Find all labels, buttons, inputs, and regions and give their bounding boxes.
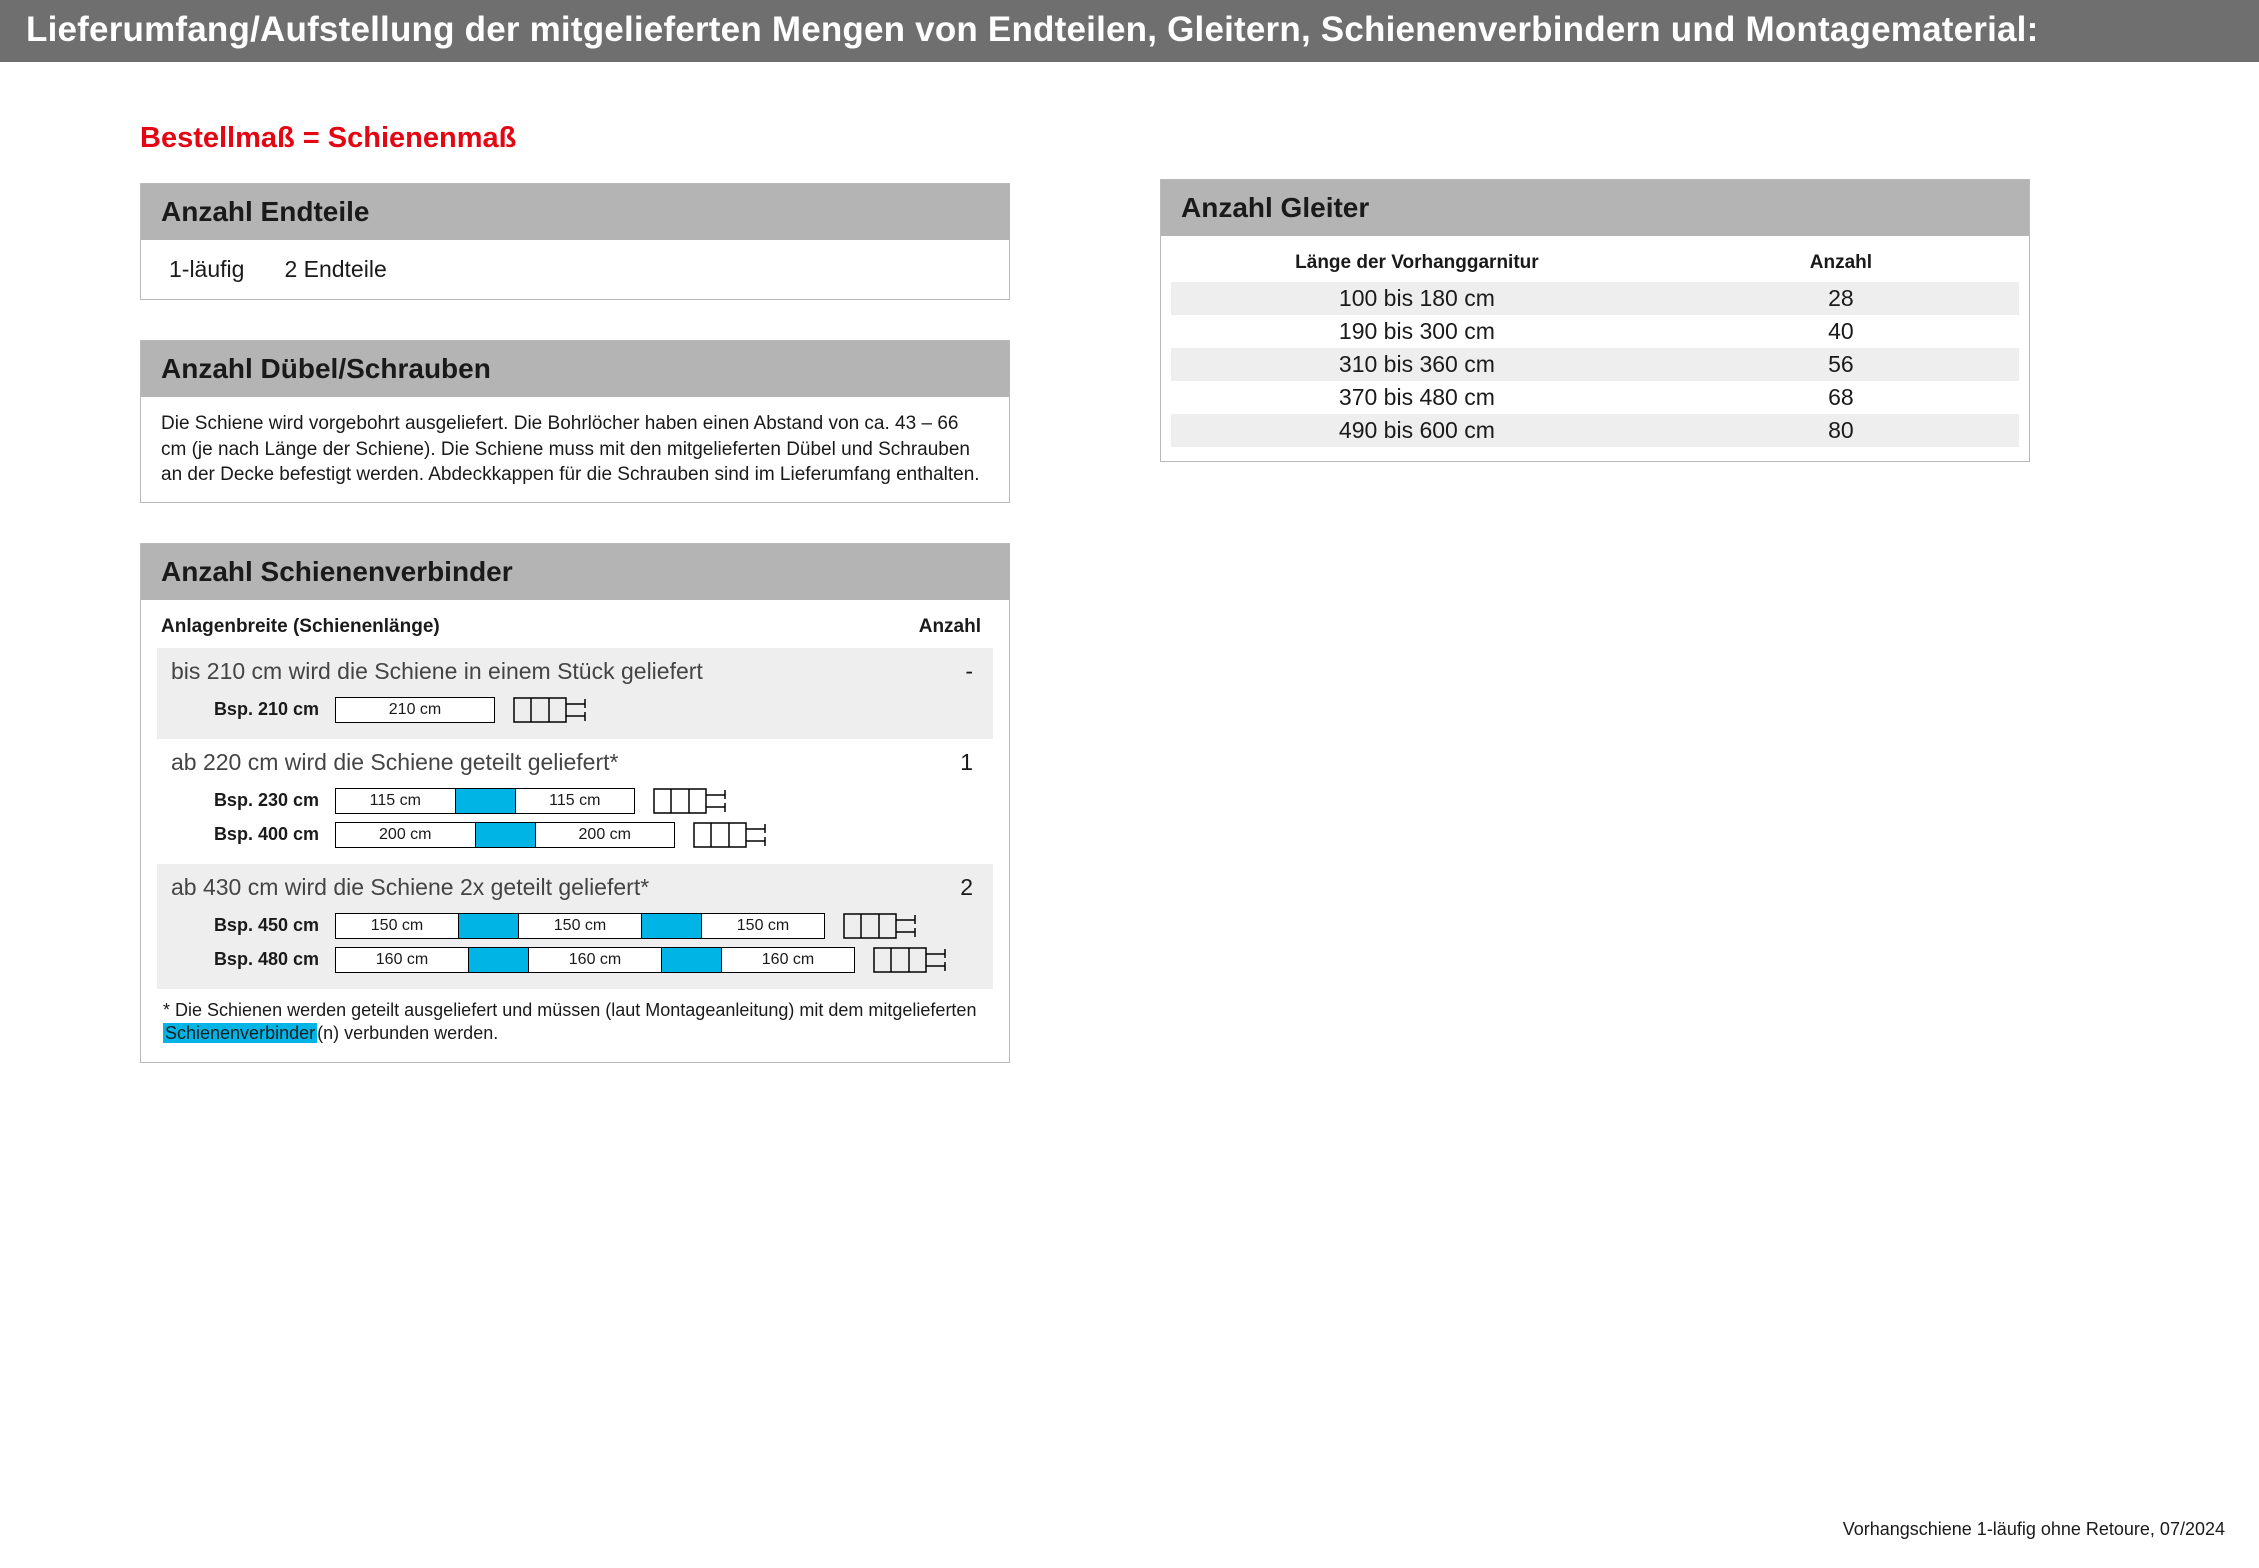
gleiter-len: 490 bis 600 cm [1171, 417, 1663, 444]
page-header: Lieferumfang/Aufstellung der mitgeliefer… [0, 0, 2259, 62]
footnote-pre: * Die Schienen werden geteilt ausgeliefe… [163, 1000, 976, 1020]
rail-segment: 160 cm [336, 948, 469, 972]
section-header-gleiter: Anzahl Gleiter [1161, 180, 2029, 236]
gleiter-n: 40 [1663, 318, 2019, 345]
sv-g1-count: - [919, 658, 979, 685]
sv-group-3: ab 430 cm wird die Schiene 2x geteilt ge… [157, 864, 993, 989]
section-gleiter: Anzahl Gleiter Länge der Vorhanggarnitur… [1160, 179, 2030, 462]
sv-g3-title: ab 430 cm wird die Schiene 2x geteilt ge… [171, 874, 919, 901]
sv-footnote: * Die Schienen werden geteilt ausgeliefe… [157, 989, 993, 1048]
gleiter-table: Länge der Vorhanggarnitur Anzahl 100 bis… [1161, 236, 2029, 461]
endcap-icon [873, 947, 953, 973]
gleiter-len: 100 bis 180 cm [1171, 285, 1663, 312]
duebel-text: Die Schiene wird vorgebohrt ausgeliefert… [141, 397, 1009, 502]
gleiter-n: 56 [1663, 351, 2019, 378]
rail-connector [459, 914, 519, 938]
gleiter-len: 190 bis 300 cm [1171, 318, 1663, 345]
content-area: Bestellmaß = Schienenmaß Anzahl Endteile… [0, 62, 2259, 1103]
sv-g3-r2-label: Bsp. 480 cm [165, 949, 325, 970]
rail-connector [642, 914, 702, 938]
rail-diagram: 200 cm 200 cm [335, 822, 675, 848]
sv-g3-row1: Bsp. 450 cm 150 cm 150 cm 150 cm [165, 909, 985, 943]
sv-group-1: bis 210 cm wird die Schiene in einem Stü… [157, 648, 993, 739]
endcap-icon [653, 788, 733, 814]
table-row: 310 bis 360 cm 56 [1171, 348, 2019, 381]
table-row: 490 bis 600 cm 80 [1171, 414, 2019, 447]
rail-segment: 115 cm [336, 789, 456, 813]
red-title: Bestellmaß = Schienenmaß [140, 122, 1010, 155]
rail-segment: 150 cm [336, 914, 459, 938]
rail-diagram: 150 cm 150 cm 150 cm [335, 913, 825, 939]
rail-connector [456, 789, 516, 813]
sv-g3-row2: Bsp. 480 cm 160 cm 160 cm 160 cm [165, 943, 985, 977]
section-header-duebel: Anzahl Dübel/Schrauben [141, 341, 1009, 397]
rail-segment: 115 cm [516, 789, 635, 813]
endcap-icon [843, 913, 923, 939]
rail-diagram: 115 cm 115 cm [335, 788, 635, 814]
rail-segment: 150 cm [519, 914, 642, 938]
page-footer: Vorhangschiene 1-läufig ohne Retoure, 07… [1843, 1519, 2225, 1540]
gleiter-n: 68 [1663, 384, 2019, 411]
sv-g2-r2-label: Bsp. 400 cm [165, 824, 325, 845]
endteile-col2: 2 Endteile [284, 256, 386, 283]
rail-segment: 210 cm [336, 698, 494, 722]
endcap-icon [513, 697, 593, 723]
sv-g2-count: 1 [919, 749, 979, 776]
sv-g2-title: ab 220 cm wird die Schiene geteilt gelie… [171, 749, 919, 776]
gleiter-len: 370 bis 480 cm [1171, 384, 1663, 411]
rail-connector [476, 823, 536, 847]
sv-head-col2: Anzahl [879, 616, 989, 638]
section-endteile: Anzahl Endteile 1-läufig 2 Endteile [140, 183, 1010, 300]
gleiter-head-col1: Länge der Vorhanggarnitur [1171, 252, 1663, 274]
sv-group-2: ab 220 cm wird die Schiene geteilt gelie… [157, 739, 993, 864]
gleiter-head: Länge der Vorhanggarnitur Anzahl [1171, 248, 2019, 282]
rail-connector [662, 948, 722, 972]
sv-g1-r1-label: Bsp. 210 cm [165, 699, 325, 720]
sv-g2-r1-label: Bsp. 230 cm [165, 790, 325, 811]
table-row: 190 bis 300 cm 40 [1171, 315, 2019, 348]
section-schienenverbinder: Anzahl Schienenverbinder Anlagenbreite (… [140, 543, 1010, 1063]
rail-segment: 150 cm [702, 914, 824, 938]
rail-connector [469, 948, 529, 972]
gleiter-len: 310 bis 360 cm [1171, 351, 1663, 378]
gleiter-n: 28 [1663, 285, 2019, 312]
rail-segment: 160 cm [529, 948, 662, 972]
endcap-icon [693, 822, 773, 848]
rail-diagram: 160 cm 160 cm 160 cm [335, 947, 855, 973]
sv-head-col1: Anlagenbreite (Schienenlänge) [161, 616, 879, 638]
rail-segment: 160 cm [722, 948, 854, 972]
table-row: 370 bis 480 cm 68 [1171, 381, 2019, 414]
sv-g1-title: bis 210 cm wird die Schiene in einem Stü… [171, 658, 919, 685]
section-header-endteile: Anzahl Endteile [141, 184, 1009, 240]
footnote-highlight: Schienenverbinder [163, 1023, 317, 1043]
footnote-post: (n) verbunden werden. [317, 1023, 498, 1043]
endteile-row: 1-läufig 2 Endteile [141, 240, 1009, 299]
sv-table-head: Anlagenbreite (Schienenlänge) Anzahl [157, 610, 993, 648]
rail-segment: 200 cm [336, 823, 476, 847]
rail-segment: 200 cm [536, 823, 675, 847]
gleiter-head-col2: Anzahl [1663, 252, 2019, 274]
table-row: 100 bis 180 cm 28 [1171, 282, 2019, 315]
gleiter-n: 80 [1663, 417, 2019, 444]
sv-g2-row2: Bsp. 400 cm 200 cm 200 cm [165, 818, 985, 852]
rail-diagram: 210 cm [335, 697, 495, 723]
section-duebel: Anzahl Dübel/Schrauben Die Schiene wird … [140, 340, 1010, 503]
sv-g2-row1: Bsp. 230 cm 115 cm 115 cm [165, 784, 985, 818]
sv-g3-r1-label: Bsp. 450 cm [165, 915, 325, 936]
section-header-sv: Anzahl Schienenverbinder [141, 544, 1009, 600]
sv-g1-row1: Bsp. 210 cm 210 cm [165, 693, 985, 727]
endteile-col1: 1-läufig [169, 256, 244, 283]
sv-g3-count: 2 [919, 874, 979, 901]
